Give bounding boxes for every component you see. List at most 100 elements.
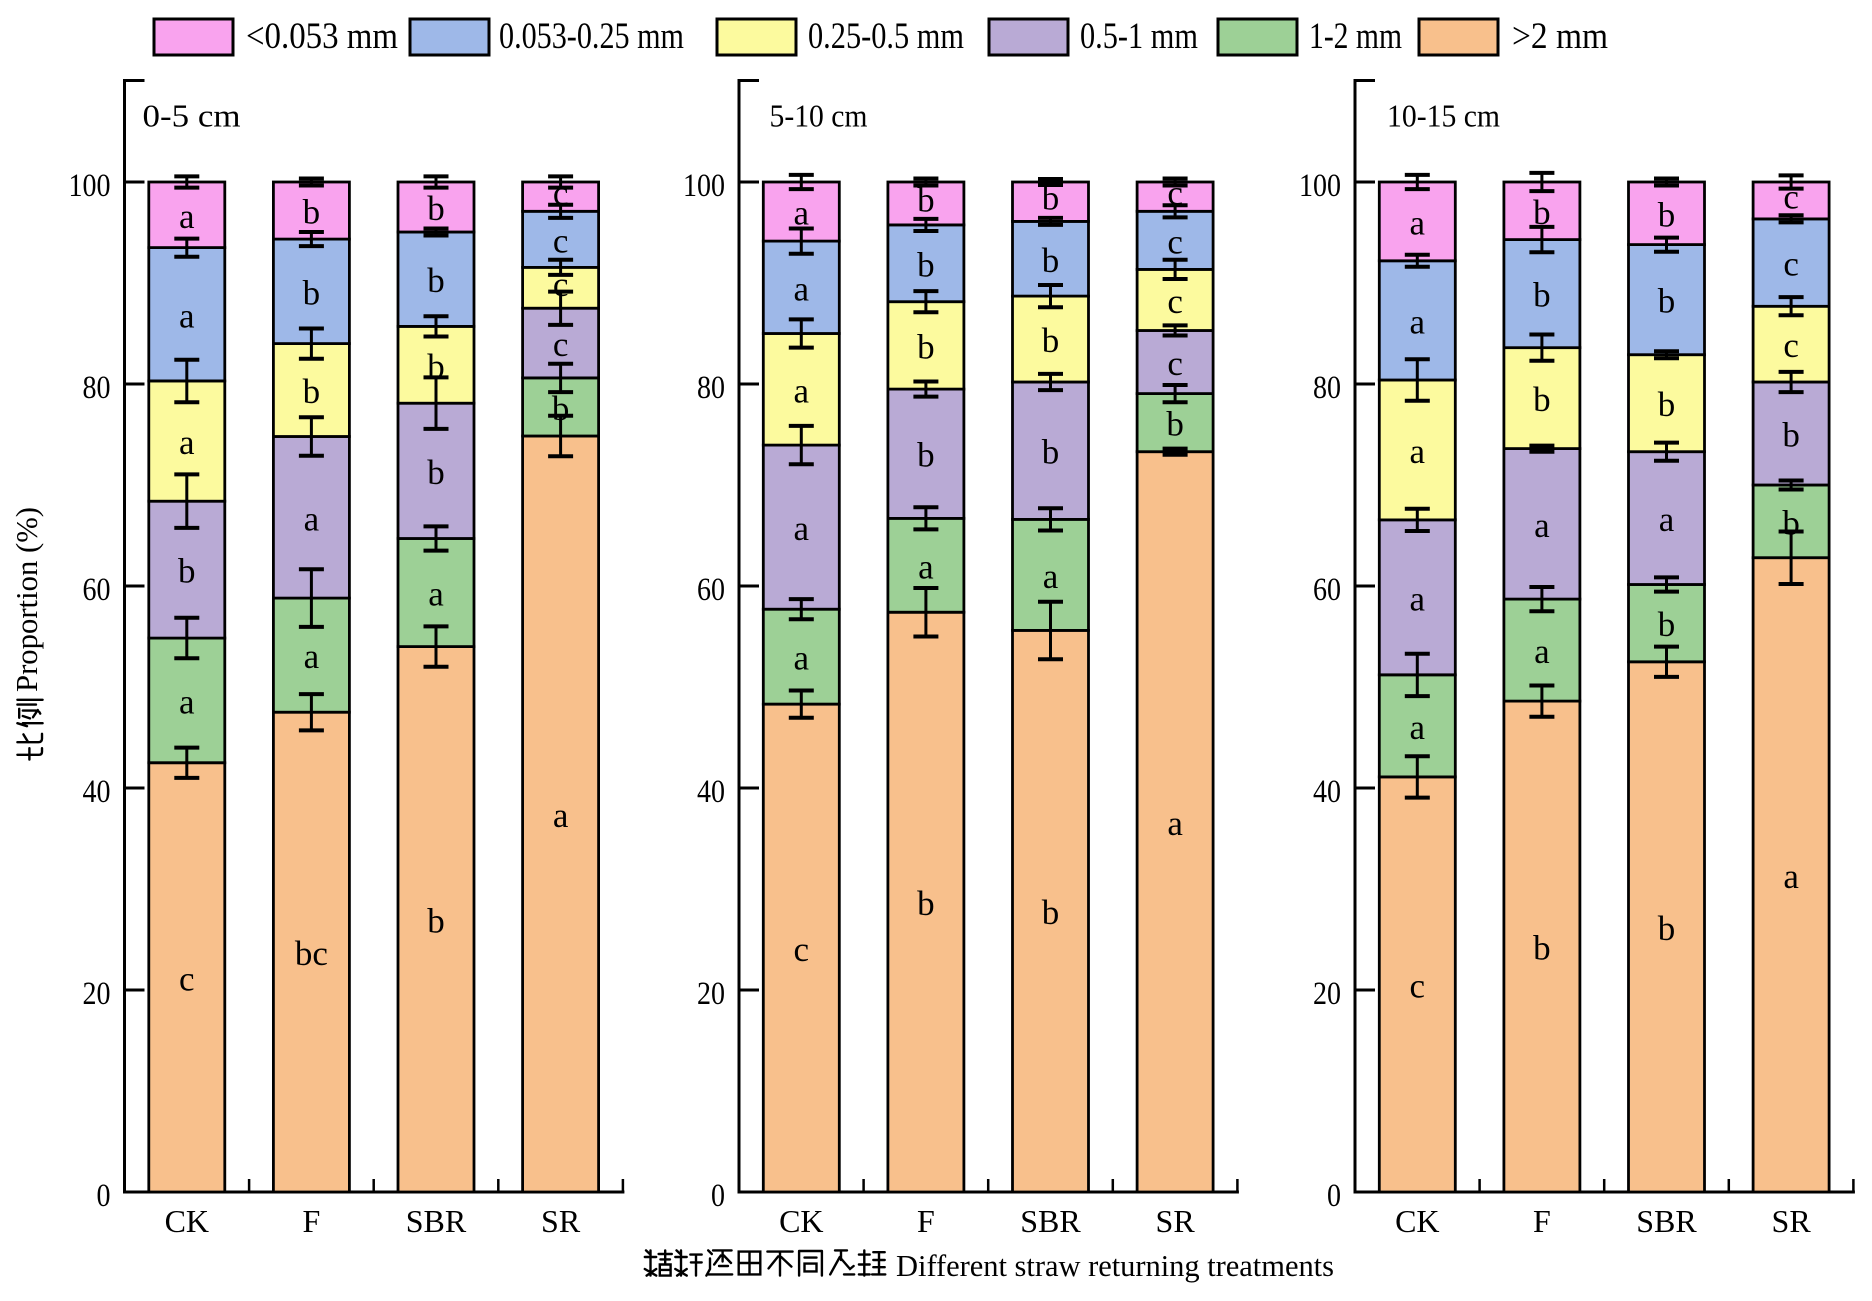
svg-text:a: a: [1659, 500, 1675, 539]
svg-text:CK: CK: [165, 1203, 209, 1239]
svg-text:100: 100: [1299, 168, 1341, 204]
svg-text:bc: bc: [295, 934, 328, 973]
svg-text:SR: SR: [1772, 1203, 1812, 1239]
svg-text:b: b: [1658, 195, 1676, 234]
svg-text:b: b: [427, 453, 445, 492]
svg-text:b: b: [1533, 929, 1551, 968]
svg-text:5-10 cm: 5-10 cm: [770, 98, 868, 134]
svg-text:80: 80: [697, 370, 725, 406]
svg-text:c: c: [1167, 282, 1183, 321]
svg-text:a: a: [1043, 557, 1059, 596]
svg-text:a: a: [794, 639, 810, 678]
svg-text:Different straw returning trea: Different straw returning treatments: [896, 1249, 1334, 1283]
svg-text:a: a: [1410, 432, 1426, 471]
svg-text:a: a: [794, 509, 810, 548]
svg-text:a: a: [179, 682, 195, 721]
svg-text:b: b: [1533, 193, 1551, 232]
svg-text:0: 0: [1327, 1178, 1341, 1214]
svg-text:Proportion (%): Proportion (%): [9, 507, 44, 692]
svg-text:a: a: [1534, 632, 1550, 671]
svg-text:80: 80: [1313, 370, 1341, 406]
svg-text:CK: CK: [1395, 1203, 1439, 1239]
svg-text:a: a: [179, 296, 195, 335]
svg-text:20: 20: [1313, 976, 1341, 1012]
svg-text:b: b: [1042, 179, 1060, 218]
svg-text:>2 mm: >2 mm: [1512, 16, 1608, 57]
svg-text:100: 100: [683, 168, 725, 204]
svg-text:20: 20: [83, 976, 111, 1012]
svg-text:a: a: [304, 637, 320, 676]
svg-text:b: b: [178, 552, 196, 591]
svg-text:60: 60: [697, 572, 725, 608]
svg-text:b: b: [427, 261, 445, 300]
svg-text:40: 40: [697, 774, 725, 810]
svg-text:0: 0: [711, 1178, 725, 1214]
svg-text:10-15 cm: 10-15 cm: [1387, 98, 1500, 134]
svg-text:60: 60: [1313, 572, 1341, 608]
svg-text:c: c: [553, 325, 569, 364]
svg-text:c: c: [1167, 344, 1183, 383]
svg-text:b: b: [1533, 276, 1551, 315]
svg-text:80: 80: [83, 370, 111, 406]
svg-text:b: b: [552, 389, 570, 428]
svg-text:a: a: [1410, 302, 1426, 341]
svg-text:b: b: [303, 372, 321, 411]
svg-text:40: 40: [83, 774, 111, 810]
svg-text:a: a: [1167, 804, 1183, 843]
svg-text:b: b: [1782, 416, 1800, 455]
svg-text:b: b: [917, 181, 935, 220]
svg-text:0: 0: [97, 1178, 111, 1214]
svg-text:SR: SR: [541, 1203, 581, 1239]
svg-text:b: b: [1042, 321, 1060, 360]
svg-text:CK: CK: [779, 1203, 823, 1239]
svg-text:b: b: [1658, 909, 1676, 948]
svg-text:F: F: [1533, 1203, 1551, 1239]
svg-text:b: b: [917, 327, 935, 366]
svg-text:0.5-1 mm: 0.5-1 mm: [1080, 16, 1198, 57]
svg-text:b: b: [1533, 380, 1551, 419]
svg-text:<0.053 mm: <0.053 mm: [246, 16, 398, 57]
svg-text:c: c: [1167, 222, 1183, 261]
svg-text:b: b: [303, 193, 321, 232]
svg-text:c: c: [179, 959, 195, 998]
svg-text:b: b: [1166, 405, 1184, 444]
svg-text:a: a: [794, 194, 810, 233]
svg-text:c: c: [1410, 966, 1426, 1005]
svg-text:0.053-0.25 mm: 0.053-0.25 mm: [499, 16, 684, 57]
svg-text:c: c: [1783, 326, 1799, 365]
svg-text:SBR: SBR: [1020, 1203, 1081, 1239]
svg-text:b: b: [303, 273, 321, 312]
svg-text:1-2 mm: 1-2 mm: [1309, 16, 1402, 57]
svg-text:a: a: [1783, 857, 1799, 896]
svg-text:F: F: [917, 1203, 935, 1239]
svg-text:a: a: [794, 269, 810, 308]
svg-text:b: b: [1042, 241, 1060, 280]
svg-text:a: a: [179, 197, 195, 236]
svg-text:c: c: [794, 930, 810, 969]
svg-text:a: a: [1410, 203, 1426, 242]
svg-text:20: 20: [697, 976, 725, 1012]
svg-text:b: b: [1042, 893, 1060, 932]
svg-text:b: b: [917, 245, 935, 284]
svg-text:a: a: [1410, 579, 1426, 618]
svg-text:SR: SR: [1156, 1203, 1196, 1239]
svg-text:a: a: [918, 547, 934, 586]
svg-text:40: 40: [1313, 774, 1341, 810]
svg-text:b: b: [1042, 433, 1060, 472]
svg-text:b: b: [1658, 605, 1676, 644]
svg-text:a: a: [1534, 506, 1550, 545]
svg-text:a: a: [794, 371, 810, 410]
svg-text:0-5 cm: 0-5 cm: [143, 98, 241, 134]
svg-text:a: a: [553, 796, 569, 835]
svg-text:b: b: [1658, 385, 1676, 424]
svg-text:b: b: [1658, 282, 1676, 321]
svg-text:b: b: [917, 436, 935, 475]
svg-text:c: c: [553, 221, 569, 260]
svg-text:SBR: SBR: [1636, 1203, 1697, 1239]
svg-text:SBR: SBR: [406, 1203, 467, 1239]
svg-text:c: c: [1783, 245, 1799, 284]
svg-text:b: b: [427, 901, 445, 940]
svg-text:b: b: [427, 189, 445, 228]
svg-text:100: 100: [69, 168, 111, 204]
svg-text:b: b: [917, 884, 935, 923]
